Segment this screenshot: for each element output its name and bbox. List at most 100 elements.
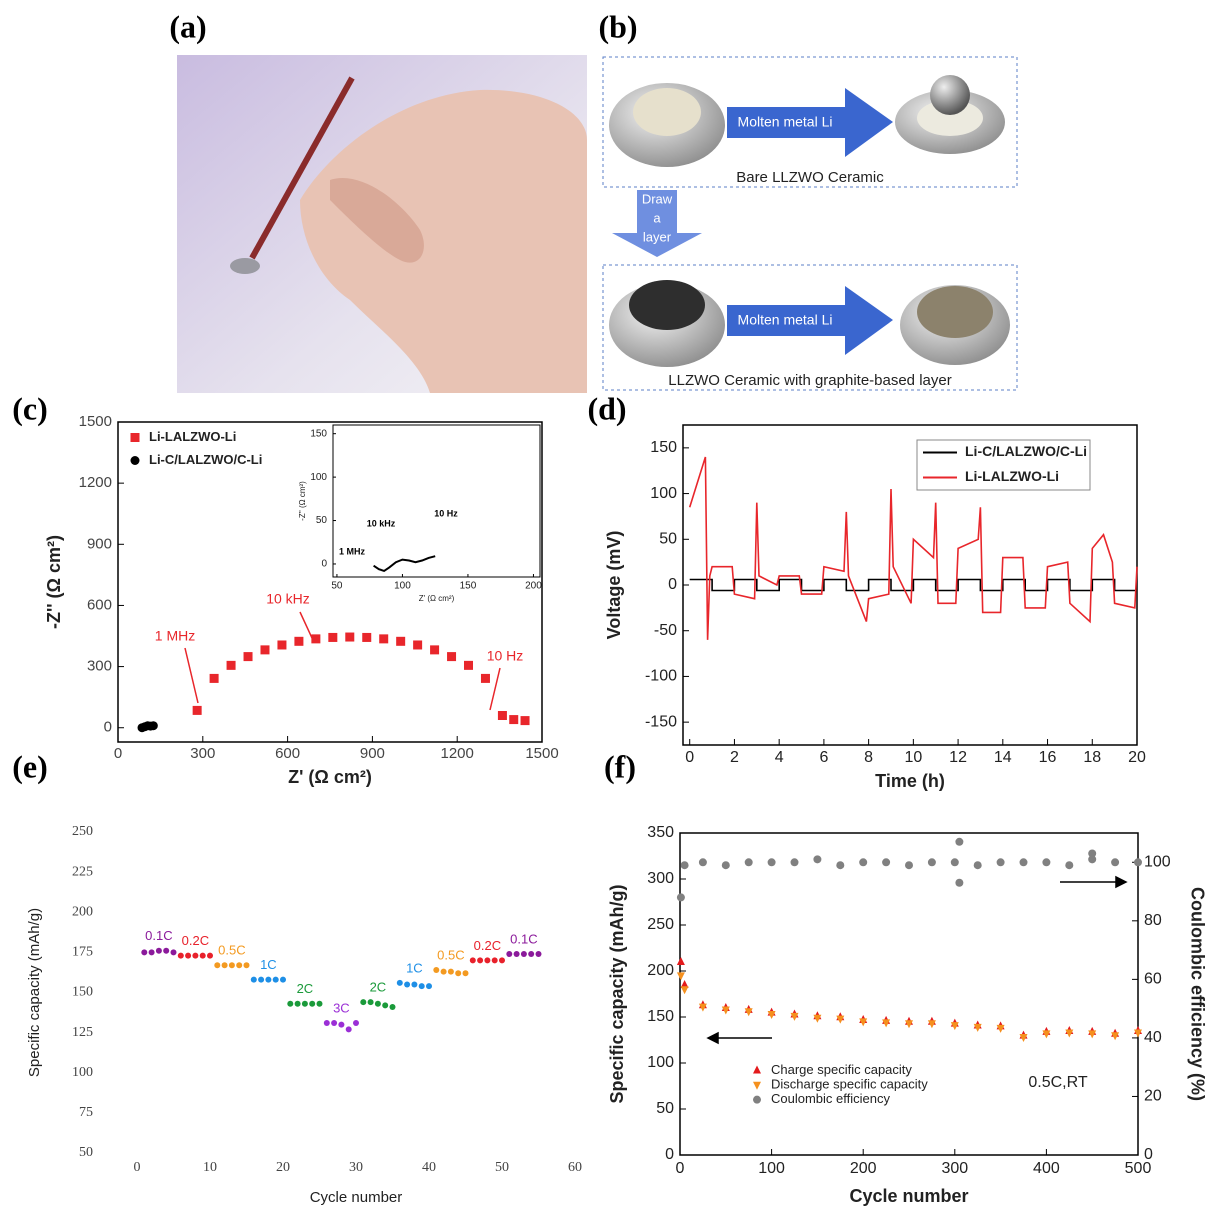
y-axis-label: -Z'' (Ω cm²) bbox=[298, 481, 307, 521]
annotation: 0.5C,RT bbox=[1028, 1074, 1088, 1091]
marker bbox=[244, 962, 250, 968]
marker bbox=[207, 953, 213, 959]
y-tick-label: 50 bbox=[79, 1145, 93, 1160]
y-tick-label: 300 bbox=[647, 870, 674, 887]
marker bbox=[905, 861, 913, 869]
y-tick-label: 50 bbox=[656, 1100, 674, 1117]
y2-tick-label: 40 bbox=[1144, 1029, 1162, 1046]
y-tick-label: 900 bbox=[87, 535, 112, 552]
panel-label: (b) bbox=[598, 8, 637, 44]
page: (a)(b)(c)(d)(e)(f)Molten metal LiMolten … bbox=[0, 0, 1212, 1210]
marker bbox=[287, 1001, 293, 1007]
y-tick-label: -100 bbox=[645, 668, 677, 685]
x-tick-label: 50 bbox=[331, 581, 343, 592]
marker bbox=[484, 957, 490, 963]
panel-label: (e) bbox=[12, 748, 48, 784]
x-axis-label: Time (h) bbox=[875, 771, 945, 791]
y2-axis-label: Coulombic efficiency (%) bbox=[1187, 887, 1207, 1101]
x-tick-label: 200 bbox=[850, 1160, 877, 1177]
marker bbox=[258, 977, 264, 983]
y-tick-label: 0 bbox=[104, 719, 112, 736]
marker bbox=[1111, 858, 1119, 866]
marker bbox=[951, 858, 959, 866]
marker bbox=[426, 983, 432, 989]
y-tick-label: 50 bbox=[659, 531, 677, 548]
annotation: 1 MHz bbox=[155, 628, 195, 644]
y-tick-label: 100 bbox=[647, 1054, 674, 1071]
marker bbox=[375, 1001, 381, 1007]
marker bbox=[328, 633, 337, 642]
marker bbox=[974, 861, 982, 869]
marker bbox=[677, 893, 685, 901]
marker bbox=[302, 1001, 308, 1007]
marker bbox=[185, 953, 191, 959]
y-axis-label: -Z'' (Ω cm²) bbox=[44, 535, 64, 629]
x-axis-label: Cycle number bbox=[849, 1186, 968, 1206]
y-tick-label: 175 bbox=[72, 945, 93, 960]
y-tick-label: 0 bbox=[668, 576, 677, 593]
marker bbox=[419, 983, 425, 989]
marker bbox=[338, 1022, 344, 1028]
marker bbox=[362, 633, 371, 642]
x-tick-label: 40 bbox=[422, 1160, 436, 1175]
marker bbox=[360, 999, 366, 1005]
y-axis-label: Specific capacity (mAh/g) bbox=[607, 884, 627, 1103]
marker bbox=[236, 962, 242, 968]
group-label: 1C bbox=[260, 957, 277, 972]
marker bbox=[1065, 861, 1073, 869]
group-label: 2C bbox=[297, 981, 314, 996]
marker bbox=[193, 706, 202, 715]
marker bbox=[222, 962, 228, 968]
marker bbox=[353, 1020, 359, 1026]
marker bbox=[346, 1026, 352, 1032]
x-tick-label: 100 bbox=[758, 1160, 785, 1177]
marker bbox=[141, 949, 147, 955]
x-tick-label: 16 bbox=[1039, 749, 1057, 766]
group-label: 0.5C bbox=[218, 943, 245, 958]
marker bbox=[521, 716, 530, 725]
marker bbox=[260, 645, 269, 654]
legend-label: Coulombic efficiency bbox=[771, 1091, 890, 1106]
y-tick-label: 200 bbox=[647, 962, 674, 979]
panel-label: (f) bbox=[604, 748, 636, 784]
annotation: 1 MHz bbox=[339, 546, 366, 556]
step-label: layer bbox=[643, 229, 672, 244]
marker bbox=[463, 970, 469, 976]
y-tick-label: 150 bbox=[650, 439, 677, 456]
y-axis-label: Voltage (mV) bbox=[604, 531, 624, 640]
y-tick-label: -150 bbox=[645, 713, 677, 730]
marker bbox=[528, 951, 534, 957]
x-tick-label: 0 bbox=[685, 749, 694, 766]
marker bbox=[955, 838, 963, 846]
x-tick-label: 1200 bbox=[441, 745, 474, 762]
y2-tick-label: 100 bbox=[1144, 853, 1171, 870]
marker bbox=[131, 433, 140, 442]
photo-a bbox=[177, 55, 587, 393]
marker bbox=[514, 951, 520, 957]
x-tick-label: 1500 bbox=[525, 745, 558, 762]
marker bbox=[813, 855, 821, 863]
y-tick-label: 250 bbox=[647, 916, 674, 933]
x-tick-label: 300 bbox=[190, 745, 215, 762]
marker bbox=[277, 640, 286, 649]
marker bbox=[498, 711, 507, 720]
marker bbox=[171, 949, 177, 955]
y-tick-label: 150 bbox=[647, 1008, 674, 1025]
x-tick-label: 0 bbox=[676, 1160, 685, 1177]
marker bbox=[210, 674, 219, 683]
x-tick-label: 10 bbox=[203, 1160, 217, 1175]
panel-label: (d) bbox=[587, 390, 626, 426]
y2-tick-label: 0 bbox=[1144, 1146, 1153, 1163]
ceramic bbox=[633, 88, 701, 136]
figure: (a)(b)(c)(d)(e)(f)Molten metal LiMolten … bbox=[0, 0, 1212, 1210]
y-tick-label: 150 bbox=[72, 985, 93, 1000]
marker bbox=[156, 948, 162, 954]
marker bbox=[699, 858, 707, 866]
marker bbox=[368, 999, 374, 1005]
marker bbox=[859, 858, 867, 866]
marker bbox=[481, 674, 490, 683]
wetted-ceramic bbox=[917, 286, 993, 338]
marker bbox=[681, 861, 689, 869]
y-tick-label: 0 bbox=[665, 1146, 674, 1163]
y-tick-label: -50 bbox=[654, 622, 677, 639]
